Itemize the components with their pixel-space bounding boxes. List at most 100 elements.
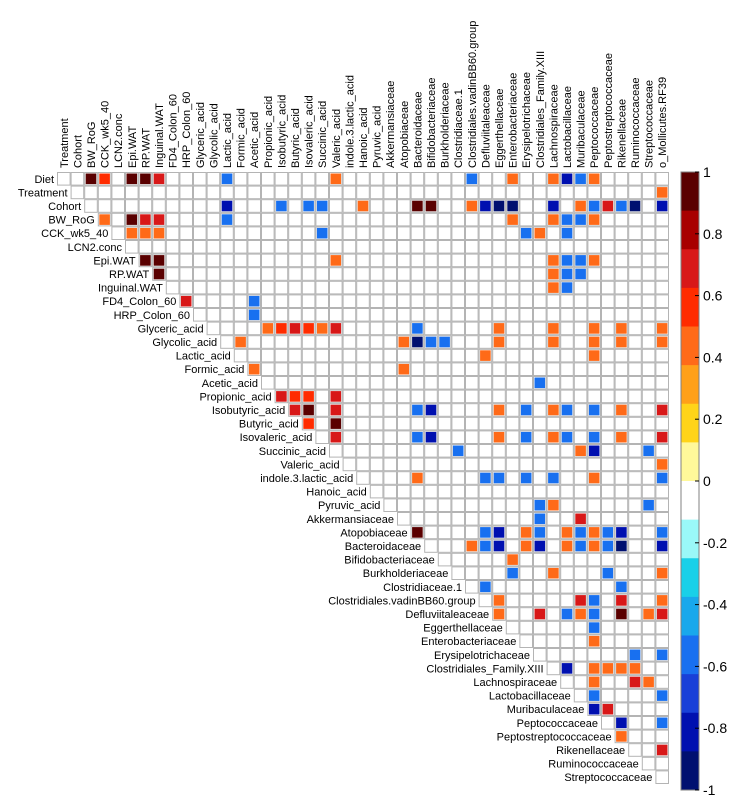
heatmap-cell-isovaleric-acid-akkermansiaceae: [383, 430, 397, 444]
heatmap-cell-bw-rog-propionic-acid: [261, 212, 275, 227]
heatmap-cell-pyruvic-acid-ruminococcaceae: [628, 498, 642, 512]
heatmap-marker-atopobiaceae-erysipelotrichaceae: [520, 527, 532, 538]
heatmap-cell-treatment-akkermansiaceae: [383, 185, 397, 200]
heatmap-cell-lactic-acid-enterobacteriaceae: [505, 348, 520, 363]
heatmap-marker-peptococcaceae-o-mollicutes-rf39: [656, 717, 668, 729]
heatmap-marker-bacteroidaceae-muribaculaceae: [575, 540, 586, 552]
heatmap-marker-clostridiales-vadinbb60-group-eggerthellaceae: [493, 595, 505, 606]
heatmap-marker-diet-epi-wat: [126, 173, 138, 185]
heatmap-marker-bw-rog-lachnospiraceae: [548, 214, 559, 225]
heatmap-cell-defluviitaleaceae-erysipelotrichaceae: [519, 607, 534, 621]
heatmap-cell-succinic-acid-peptostreptococcaceae: [601, 444, 615, 458]
heatmap-cell-enterobacteriaceae-o-mollicutes-rf39: [655, 634, 670, 649]
heatmap-cell-ruminococcaceae-o-mollicutes-rf39: [655, 756, 670, 771]
heatmap-cell-diet-indole-3-lactic-acid: [342, 172, 357, 186]
row-label-isovaleric-acid: Isovaleric_acid: [240, 432, 313, 444]
heatmap-marker-clostridiales-family-xiii-peptococcaceae: [588, 663, 600, 674]
heatmap-cell-akkermansiaceae-peptostreptococcaceae: [601, 512, 615, 526]
heatmap-marker-isobutyric-acid-erysipelotrichaceae: [520, 404, 532, 416]
heatmap-cell-inguinal-wat-indole-3-lactic-acid: [342, 280, 357, 295]
heatmap-cell-lcn2-conc-ruminococcaceae: [628, 240, 642, 254]
heatmap-cell-bw-rog-rikenellaceae: [614, 212, 629, 227]
heatmap-cell-burkholderiaceae-muribaculaceae: [573, 566, 588, 581]
heatmap-marker-isovaleric-acid-valeric-acid: [330, 431, 342, 443]
heatmap-marker-bw-rog-peptococcaceae: [588, 214, 600, 225]
heatmap-cell-burkholderiaceae-ruminococcaceae: [628, 566, 642, 581]
heatmap-cell-cck-wk5-40-bacteroidaceae: [410, 226, 425, 240]
colorbar-tick-label: -0.8: [703, 720, 727, 736]
heatmap-cell-lactic-acid-lactobacillaceae: [560, 348, 574, 363]
heatmap-cell-burkholderiaceae-peptococcaceae: [587, 566, 602, 581]
heatmap-cell-inguinal-wat-hrp-colon-60: [179, 280, 193, 295]
heatmap-cell-hrp-colon-60-muribaculaceae: [573, 308, 588, 322]
heatmap-marker-bw-rog-inguinal-wat: [153, 214, 165, 225]
heatmap-cell-inguinal-wat-peptococcaceae: [587, 280, 602, 295]
heatmap-cell-epi-wat-enterobacteriaceae: [505, 253, 520, 268]
heatmap-cell-hrp-colon-60-glycolic-acid: [206, 308, 221, 322]
heatmap-marker-diet-inguinal-wat: [153, 173, 165, 185]
heatmap-cell-epi-wat-defluviitaleaceae: [478, 253, 493, 268]
heatmap-cell-cck-wk5-40-glycolic-acid: [206, 226, 221, 240]
heatmap-cell-rp-wat-hrp-colon-60: [179, 267, 193, 281]
colorbar-segment: [681, 558, 699, 598]
heatmap-cell-inguinal-wat-enterobacteriaceae: [505, 280, 520, 295]
heatmap-cell-inguinal-wat-clostridiales-vadinbb60-group: [465, 280, 479, 295]
heatmap-cell-isobutyric-acid-clostridiales-family-xiii: [533, 403, 547, 417]
heatmap-cell-indole-3-lactic-acid-peptostreptococcaceae: [601, 471, 615, 485]
heatmap-cell-inguinal-wat-isobutyric-acid: [274, 280, 289, 295]
heatmap-marker-bw-rog-enterobacteriaceae: [507, 214, 518, 225]
heatmap-cell-propionic-acid-erysipelotrichaceae: [519, 389, 534, 404]
heatmap-cell-formic-acid-clostridiales-vadinbb60-group: [465, 362, 479, 376]
heatmap-marker-rp-wat-lachnospiraceae: [548, 268, 559, 280]
heatmap-cell-lcn2-conc-streptococcaceae: [641, 240, 656, 254]
heatmap-marker-butyric-acid-isovaleric-acid: [303, 418, 314, 429]
heatmap-marker-isobutyric-acid-valeric-acid: [330, 404, 342, 416]
heatmap-cell-propionic-acid-defluviitaleaceae: [478, 389, 493, 404]
heatmap-cell-bw-rog-glyceric-acid: [193, 212, 207, 227]
heatmap-marker-isovaleric-acid-bacteroidaceae: [412, 431, 423, 443]
heatmap-cell-propionic-acid-muribaculaceae: [573, 389, 588, 404]
heatmap-cell-lactobacillaceae-ruminococcaceae: [628, 688, 642, 703]
heatmap-cell-rp-wat-eggerthellaceae: [492, 267, 506, 281]
heatmap-cell-lactic-acid-hanoic-acid: [356, 348, 370, 363]
heatmap-cell-propionic-acid-rikenellaceae: [614, 389, 629, 404]
heatmap-cell-peptococcaceae-streptococcaceae: [641, 716, 656, 730]
heatmap-cell-rp-wat-defluviitaleaceae: [478, 267, 493, 281]
heatmap-cell-lcn2-conc-lachnospiraceae: [546, 240, 561, 254]
row-label-cck-wk5-40: CCK_wk5_40: [41, 228, 108, 240]
heatmap-marker-clostridiales-vadinbb60-group-rikenellaceae: [616, 595, 627, 606]
heatmap-cell-cck-wk5-40-atopobiaceae: [397, 226, 411, 240]
heatmap-cell-isovaleric-acid-hanoic-acid: [356, 430, 370, 444]
row-label-lcn2-conc: LCN2.conc: [68, 242, 123, 254]
heatmap-cell-formic-acid-butyric-acid: [288, 362, 302, 376]
heatmap-cell-atopobiaceae-ruminococcaceae: [628, 525, 642, 540]
heatmap-cell-erysipelotrichaceae-peptostreptococcaceae: [601, 648, 615, 662]
heatmap-marker-cohort-eggerthellaceae: [493, 200, 505, 212]
heatmap-cell-hrp-colon-60-rikenellaceae: [614, 308, 629, 322]
heatmap-cell-diet-eggerthellaceae: [492, 172, 506, 186]
heatmap-cell-cck-wk5-40-peptococcaceae: [587, 226, 602, 240]
heatmap-cell-butyric-acid-hanoic-acid: [356, 416, 370, 431]
heatmap-cell-hanoic-acid-lactobacillaceae: [560, 484, 574, 499]
heatmap-cell-glyceric-acid-formic-acid: [233, 321, 248, 336]
heatmap-cell-indole-3-lactic-acid-pyruvic-acid: [369, 471, 384, 485]
heatmap-cell-indole-3-lactic-acid-ruminococcaceae: [628, 471, 642, 485]
heatmap-cell-glycolic-acid-lactic-acid: [220, 335, 234, 349]
heatmap-cell-indole-3-lactic-acid-streptococcaceae: [641, 471, 656, 485]
heatmap-cell-propionic-acid-eggerthellaceae: [492, 389, 506, 404]
heatmap-cell-lcn2-conc-bifidobacteriaceae: [424, 240, 438, 254]
column-label-defluviitaleaceae: Defluviitaleaceae: [480, 84, 492, 168]
heatmap-cell-erysipelotrichaceae-lachnospiraceae: [546, 648, 561, 662]
heatmap-cell-treatment-peptococcaceae: [587, 185, 602, 200]
heatmap-marker-glycolic-acid-lachnospiraceae: [548, 336, 559, 348]
colorbar-segment: [681, 519, 699, 559]
heatmap-marker-bw-rog-epi-wat: [126, 214, 138, 225]
heatmap-marker-atopobiaceae-muribaculaceae: [575, 527, 586, 538]
heatmap-cell-treatment-bifidobacteriaceae: [424, 185, 438, 200]
heatmap-cell-acetic-acid-isobutyric-acid: [274, 376, 289, 390]
heatmap-cell-bifidobacteriaceae-o-mollicutes-rf39: [655, 552, 670, 567]
heatmap-marker-bacteroidaceae-lactobacillaceae: [561, 540, 573, 552]
heatmap-cell-hrp-colon-60-defluviitaleaceae: [478, 308, 493, 322]
heatmap-cell-indole-3-lactic-acid-akkermansiaceae: [383, 471, 397, 485]
heatmap-cell-butyric-acid-indole-3-lactic-acid: [342, 416, 357, 431]
